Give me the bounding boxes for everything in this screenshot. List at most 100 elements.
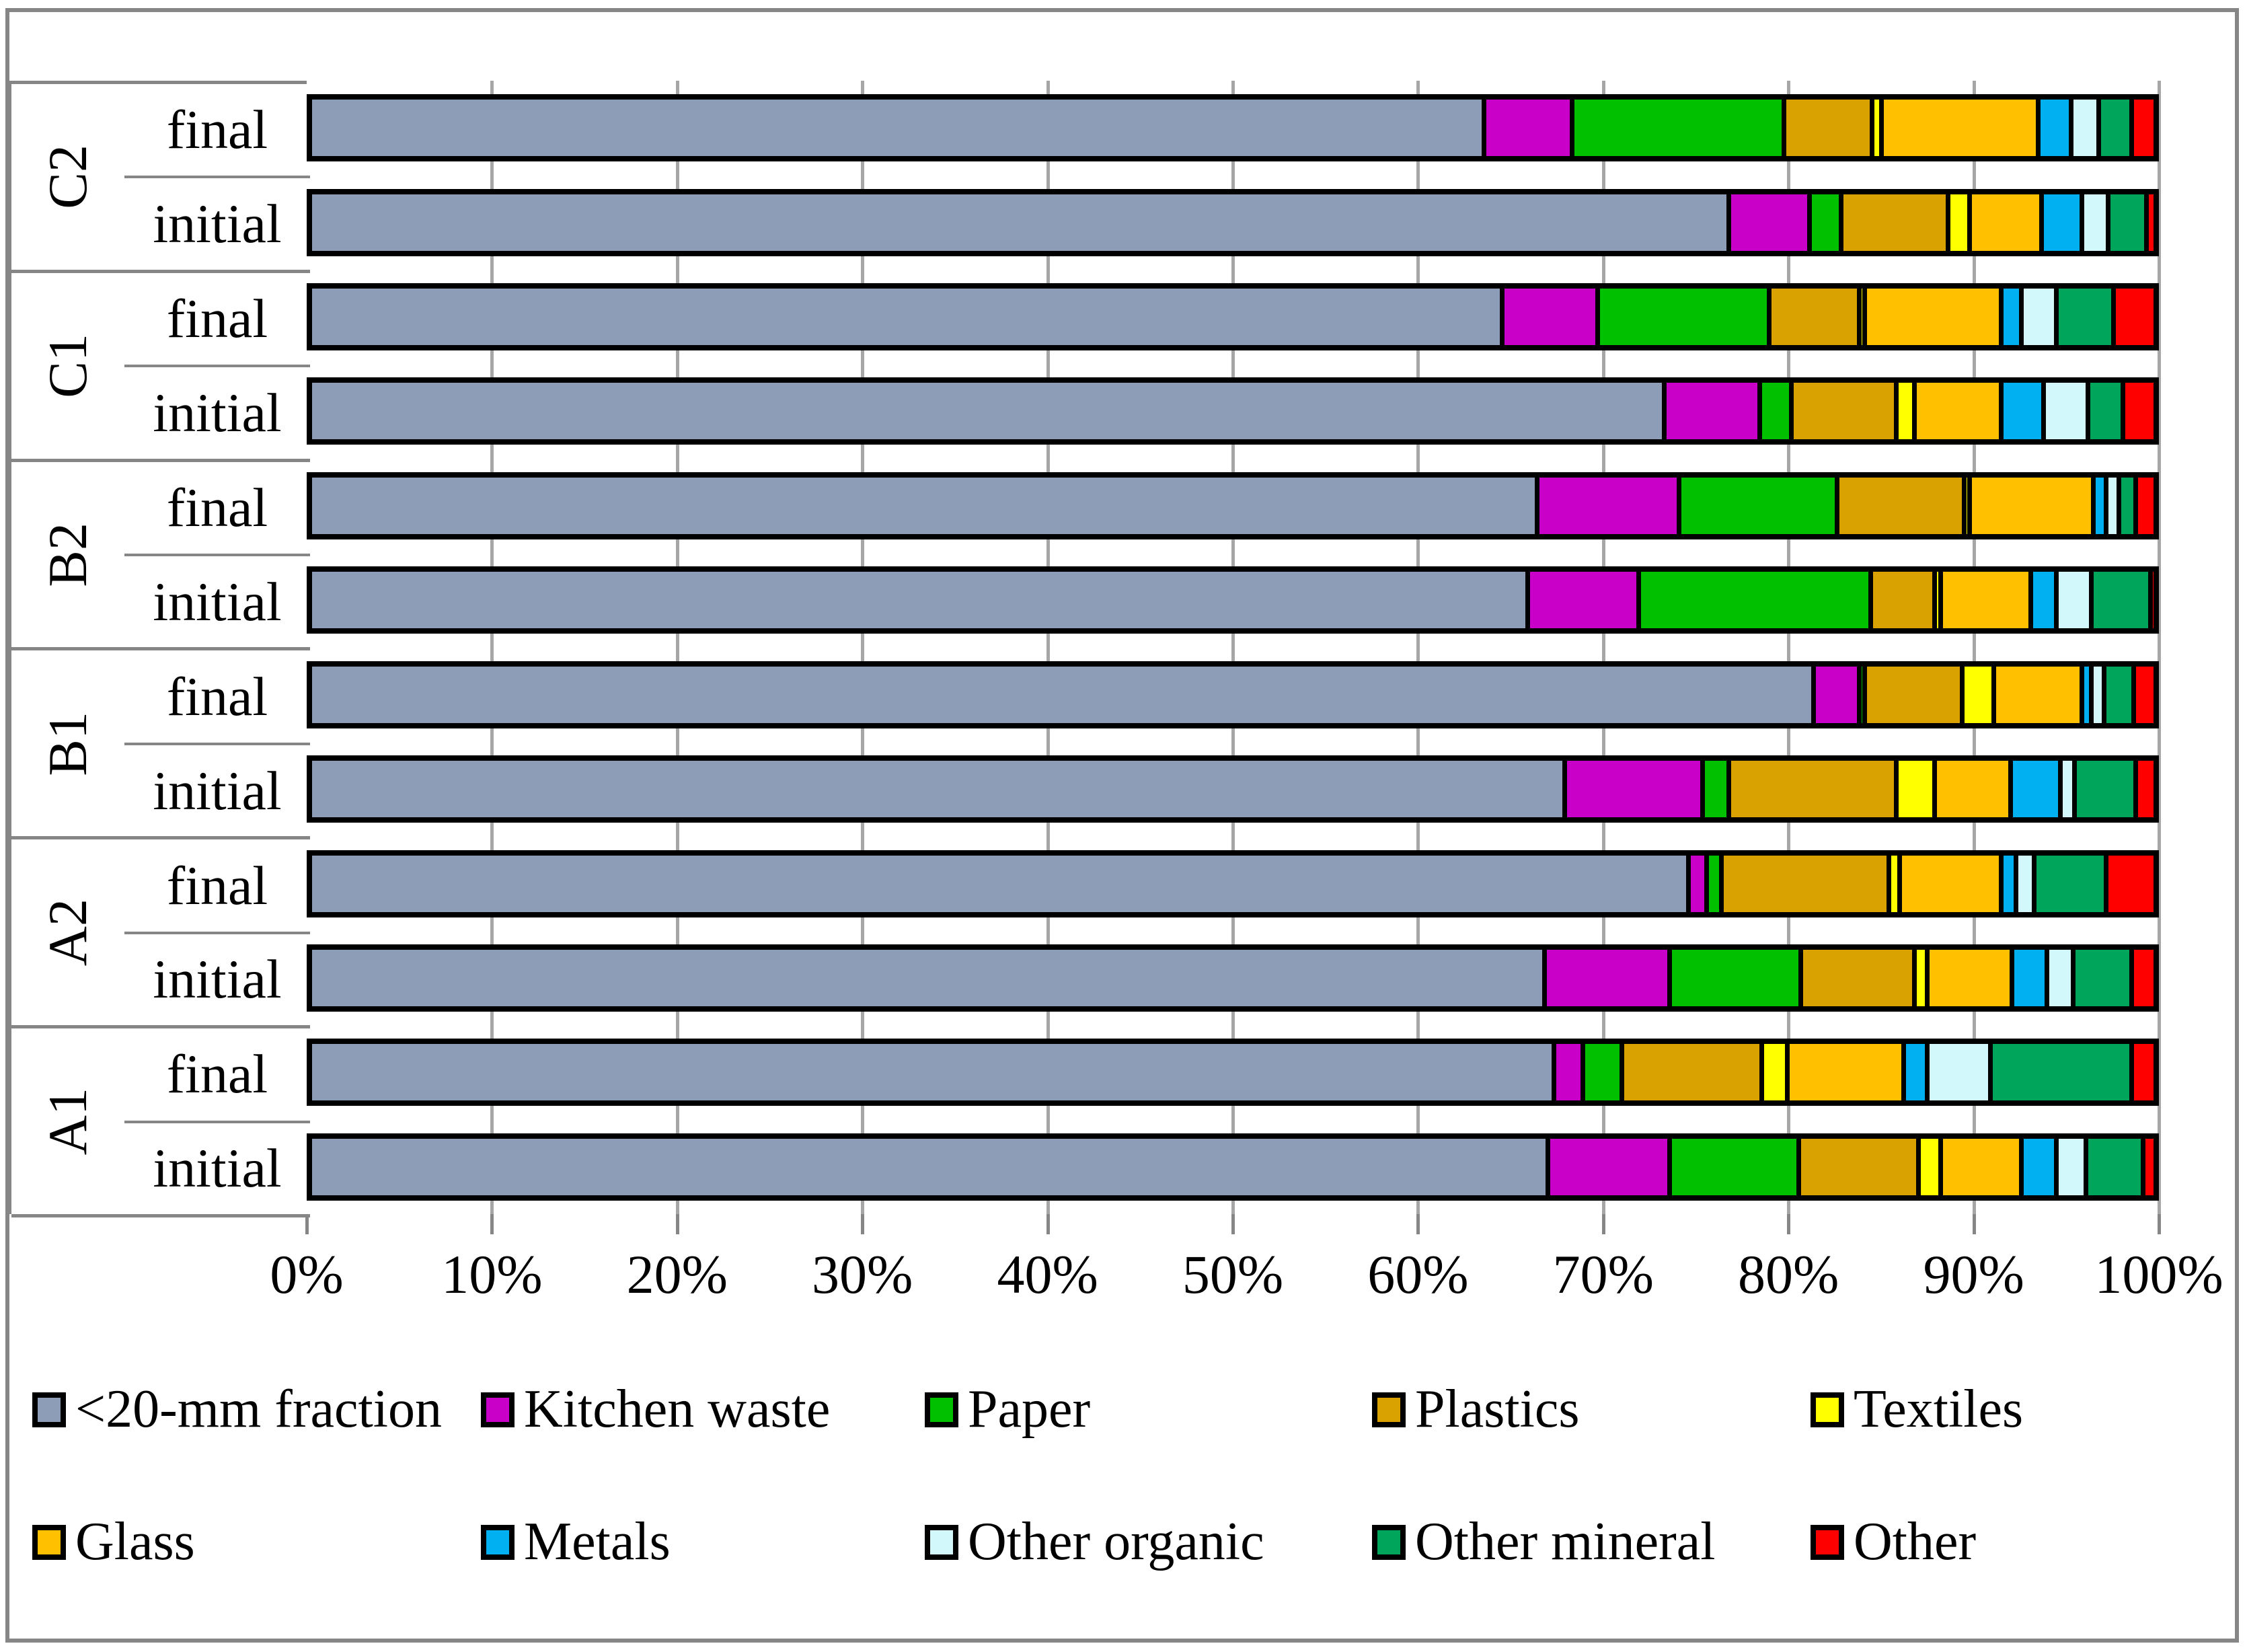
- segment-plastics: [1838, 194, 1946, 251]
- segment-textiles: [1962, 477, 1968, 534]
- segment-metals: [1998, 855, 2014, 912]
- segment-kitchen-waste: [1661, 383, 1758, 440]
- segment-other: [2110, 289, 2154, 346]
- legend-item-other-mineral: Other mineral: [1372, 1511, 1715, 1573]
- row-label-C1-final: final: [124, 273, 310, 368]
- segment-textiles: [1759, 1044, 1786, 1101]
- segment-other-mineral: [2072, 761, 2133, 818]
- row-label-C1-initial: initial: [124, 367, 310, 462]
- segment-textiles: [1893, 383, 1913, 440]
- legend-swatch-icon: [481, 1524, 515, 1560]
- segment-metals: [2010, 949, 2045, 1006]
- segment-other-organic: [2069, 100, 2097, 157]
- segment-paper: [1580, 1044, 1620, 1101]
- plot-area: [307, 81, 2161, 1214]
- segment--20-mm-fraction: [312, 949, 1542, 1006]
- legend-label: <20-mm fraction: [75, 1380, 442, 1439]
- segment--20-mm-fraction: [312, 100, 1482, 157]
- axis-tick-70%: [1601, 1214, 1605, 1234]
- segment-plastics: [1868, 572, 1933, 629]
- segment-paper: [1667, 1138, 1796, 1195]
- group-label-A1: A1: [11, 1028, 124, 1217]
- legend-label: Textiles: [1854, 1380, 2024, 1439]
- axis-tick-50%: [1231, 1214, 1235, 1234]
- axis-label-40%: 40%: [997, 1244, 1098, 1305]
- segment-other: [2133, 761, 2154, 818]
- segment-metals: [2008, 761, 2058, 818]
- segment-metals: [1998, 289, 2020, 346]
- segment-metals: [2019, 1138, 2055, 1195]
- segment--20-mm-fraction: [312, 666, 1811, 723]
- segment-other-mineral: [2032, 855, 2104, 912]
- segment-plastics: [1781, 100, 1870, 157]
- segment-other-organic: [2045, 949, 2071, 1006]
- group-label-C2: C2: [11, 84, 124, 273]
- segment-glass: [1938, 572, 2028, 629]
- segment-paper: [1676, 477, 1835, 534]
- segment-glass: [1785, 1044, 1901, 1101]
- group-label-C1: C1: [11, 273, 124, 462]
- segment-kitchen-waste: [1546, 1138, 1668, 1195]
- segment-plastics: [1619, 1044, 1760, 1101]
- legend-swatch-icon: [1372, 1392, 1406, 1427]
- row-label-A1-final: final: [124, 1028, 310, 1123]
- segment-plastics: [1798, 949, 1913, 1006]
- segment-other-organic: [2013, 855, 2032, 912]
- legend-swatch-icon: [1372, 1524, 1406, 1560]
- bar-a1-final: [307, 1039, 2159, 1106]
- group-label-text: C2: [37, 145, 98, 209]
- axis-tick-10%: [490, 1214, 494, 1234]
- segment--20-mm-fraction: [312, 572, 1526, 629]
- segment-other-organic: [2019, 289, 2055, 346]
- group-label-text: B1: [37, 711, 98, 776]
- segment--20-mm-fraction: [312, 383, 1662, 440]
- gridline-50: [1231, 81, 1235, 1214]
- legend-label: Other: [1854, 1512, 1977, 1571]
- segment-other-organic: [2054, 572, 2090, 629]
- segment-paper: [1807, 194, 1839, 251]
- gridline-100: [2158, 81, 2161, 1214]
- axis-tick-40%: [1046, 1214, 1050, 1234]
- segment-textiles: [1932, 572, 1938, 629]
- bar-b1-final: [307, 661, 2159, 728]
- segment-other: [2133, 477, 2154, 534]
- segment--20-mm-fraction: [312, 1044, 1552, 1101]
- axis-label-0%: 0%: [270, 1244, 344, 1305]
- axis-label-30%: 30%: [812, 1244, 913, 1305]
- segment-glass: [1862, 289, 1999, 346]
- group-label-text: C1: [37, 333, 98, 398]
- segment-kitchen-waste: [1551, 1044, 1581, 1101]
- segment-other-mineral: [2085, 383, 2121, 440]
- axis-tick-30%: [861, 1214, 865, 1234]
- segment-glass: [1967, 194, 2040, 251]
- segment-glass: [1912, 383, 1999, 440]
- group-label-B2: B2: [11, 462, 124, 651]
- segment-other-mineral: [2054, 289, 2111, 346]
- group-label-A2: A2: [11, 839, 124, 1029]
- segment-plastics: [1767, 289, 1858, 346]
- segment--20-mm-fraction: [312, 855, 1686, 912]
- segment-textiles: [1857, 289, 1863, 346]
- group-label-text: A2: [37, 899, 98, 967]
- segment-other-mineral: [2089, 572, 2148, 629]
- segment-glass: [1938, 1138, 2020, 1195]
- segment-plastics: [1835, 477, 1963, 534]
- segment-kitchen-waste: [1541, 949, 1668, 1006]
- segment-glass: [1991, 666, 2080, 723]
- segment--20-mm-fraction: [312, 761, 1563, 818]
- axis-tick-60%: [1416, 1214, 1420, 1234]
- legend-item-plastics: Plastics: [1372, 1379, 1579, 1440]
- gridline-90: [1972, 81, 1976, 1214]
- segment-paper: [1857, 666, 1863, 723]
- legend-item-kitchen-waste: Kitchen waste: [481, 1379, 830, 1440]
- segment-kitchen-waste: [1811, 666, 1858, 723]
- gridline-70: [1601, 81, 1605, 1214]
- legend-label: Metals: [524, 1512, 671, 1571]
- bar-b1-initial: [307, 755, 2159, 823]
- bar-b2-final: [307, 472, 2159, 539]
- axis-tick-0%: [305, 1214, 309, 1234]
- legend-label: Glass: [75, 1512, 195, 1571]
- segment-textiles: [1915, 1138, 1938, 1195]
- row-label-B2-initial: initial: [124, 556, 310, 651]
- bar-a2-final: [307, 850, 2159, 917]
